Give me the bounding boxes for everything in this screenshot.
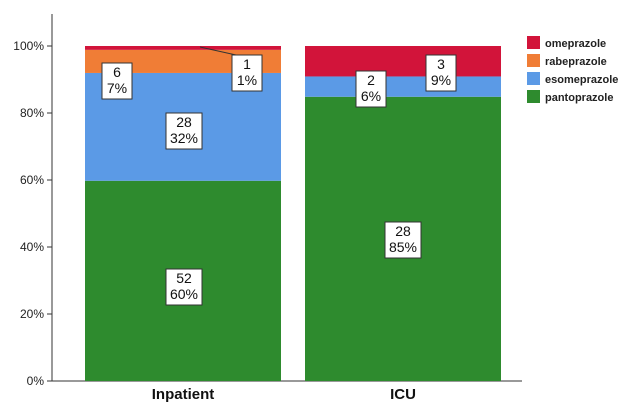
y-tick-label: 20% (20, 307, 44, 321)
data-label-text: 52 (176, 270, 192, 286)
data-label-text: 6 (113, 64, 121, 80)
data-label-text: 28 (176, 114, 192, 130)
y-tick-label: 100% (13, 39, 44, 53)
legend-swatch-omeprazole (527, 36, 540, 49)
bar-segment-omeprazole (85, 46, 281, 50)
data-label-text: 3 (437, 56, 445, 72)
data-label-omeprazole-inpatient: 11% (231, 54, 263, 92)
data-label-text: 1% (237, 72, 257, 88)
data-label-text: 32% (170, 130, 198, 146)
data-label-text: 60% (170, 286, 198, 302)
x-category-label: Inpatient (152, 386, 215, 403)
bar-segment-esomeprazole (305, 76, 501, 97)
x-category-label: ICU (390, 386, 416, 403)
data-label-text: 6% (361, 88, 381, 104)
data-label-text: 9% (431, 72, 451, 88)
leader-line (199, 46, 237, 56)
data-label-omeprazole-icu: 39% (425, 54, 457, 92)
data-label-rabeprazole-inpatient: 67% (101, 62, 133, 100)
legend-swatch-esomeprazole (527, 72, 540, 85)
bars (85, 46, 501, 382)
y-tick-label: 80% (20, 106, 44, 120)
bar-segment-omeprazole (305, 46, 501, 77)
legend-swatch-rabeprazole (527, 54, 540, 67)
data-label-esomeprazole-icu: 26% (355, 70, 387, 108)
data-label-text: 1 (243, 56, 251, 72)
data-label-text: 2 (367, 72, 375, 88)
legend: omeprazole rabeprazole esomeprazole pantopr… (527, 36, 618, 104)
legend-label-rabeprazole: rabeprazole (545, 56, 607, 68)
legend-label-omeprazole: omeprazole (545, 38, 606, 50)
data-label-text: 85% (389, 239, 417, 255)
legend-swatch-pantoprazole (527, 90, 540, 103)
y-tick-label: 0% (27, 374, 45, 388)
y-tick-label: 60% (20, 173, 44, 187)
data-label-text: 7% (107, 80, 127, 96)
legend-label-esomeprazole: esomeprazole (545, 74, 618, 86)
legend-label-pantoprazole: pantoprazole (545, 92, 613, 104)
data-label-text: 28 (395, 223, 411, 239)
y-tick-label: 40% (20, 240, 44, 254)
